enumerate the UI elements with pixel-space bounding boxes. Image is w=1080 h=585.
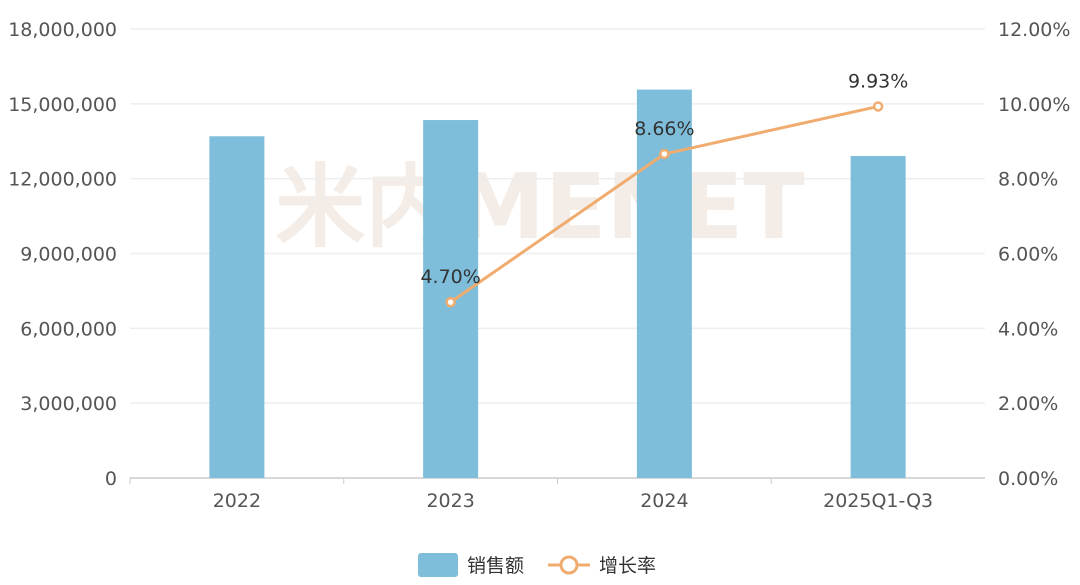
y-left-tick-label: 18,000,000: [8, 19, 117, 41]
growth-point-2025Q1-Q3: [872, 101, 884, 112]
data-label: 8.66%: [634, 118, 694, 140]
watermark: 米内MENET: [275, 155, 804, 260]
y-right-tick-label: 8.00%: [998, 169, 1058, 191]
y-right-tick-label: 10.00%: [998, 94, 1070, 116]
growth-point-2023: [445, 296, 456, 308]
x-tick-label: 2023: [426, 490, 474, 512]
x-tick-label: 2022: [213, 490, 261, 512]
data-label: 9.93%: [848, 70, 908, 92]
y-left-tick-label: 0: [105, 468, 117, 490]
legend-bar-swatch: [418, 553, 458, 577]
x-tick-label: 2025Q1-Q3: [823, 490, 933, 512]
y-left-tick-label: 15,000,000: [8, 94, 117, 116]
x-tick-label: 2024: [640, 490, 688, 512]
bar-2024: [636, 89, 692, 479]
growth-point-2024: [659, 148, 670, 160]
y-left-tick-label: 6,000,000: [20, 318, 117, 340]
y-left-tick-label: 12,000,000: [8, 169, 117, 191]
bar-2022: [209, 136, 265, 478]
y-left-tick-label: 3,000,000: [20, 393, 117, 415]
y-left-tick-label: 9,000,000: [20, 244, 117, 266]
y-right-tick-label: 4.00%: [998, 318, 1058, 340]
data-label: 4.70%: [420, 266, 480, 288]
y-right-tick-label: 0.00%: [998, 468, 1058, 490]
y-right-tick-label: 2.00%: [998, 393, 1058, 415]
legend-line-label: 增长率: [599, 555, 656, 577]
y-right-tick-label: 6.00%: [998, 244, 1058, 266]
y-right-tick-label: 12.00%: [998, 19, 1070, 41]
legend-line-marker: [559, 555, 579, 575]
legend-bar-label: 销售额: [467, 555, 524, 577]
bar-2025Q1-Q3: [850, 155, 906, 478]
